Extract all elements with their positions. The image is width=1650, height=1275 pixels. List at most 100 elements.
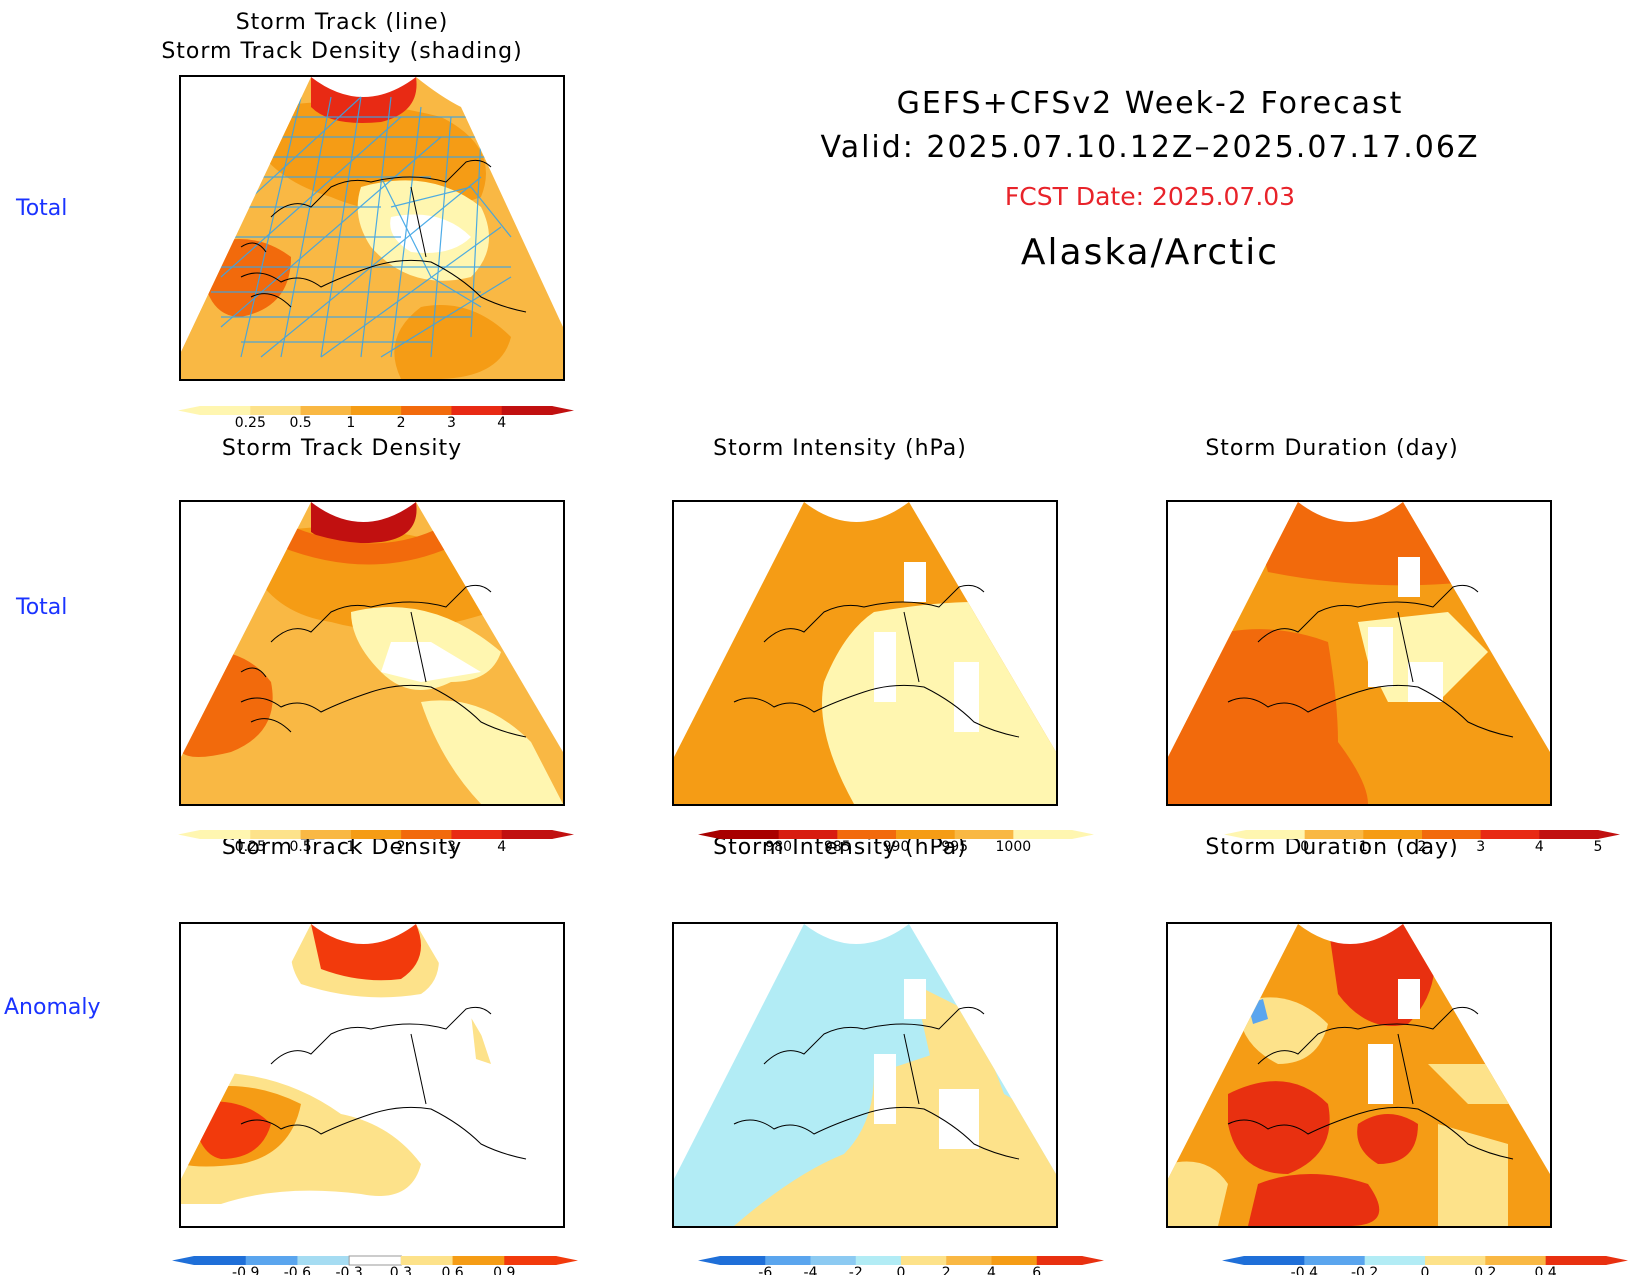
header-fcst-date: FCST Date: 2025.07.03 (1004, 182, 1296, 211)
colorbar-swatch (200, 830, 251, 839)
panel1-title-line: Storm Track (line) (235, 10, 449, 35)
colorbar-swatch (1304, 830, 1364, 839)
colorbar-label: 0 (1300, 839, 1309, 855)
colorbar-arrow-low (178, 830, 200, 839)
colorbar-label: 995 (941, 839, 968, 855)
colorbar-label: 0.3 (390, 1265, 412, 1275)
colorbar-label: -0.2 (1351, 1265, 1378, 1275)
panel5-title: Storm Track Density (221, 835, 463, 860)
colorbar-label: 6 (1032, 1265, 1041, 1275)
colorbar-arrow-high (1082, 1256, 1104, 1265)
colorbar-density-total-2: 0.25 0.5 1 2 3 4 (178, 830, 574, 855)
colorbar-swatch (855, 1256, 902, 1265)
colorbar-swatch (1485, 1256, 1547, 1265)
colorbar-swatch (954, 830, 1014, 839)
colorbar-label: 5 (1594, 839, 1603, 855)
row-label-anomaly: Anomaly (4, 995, 101, 1020)
colorbar-label: 1 (346, 839, 355, 855)
colorbar-density-anomaly: -0.9 -0.6 -0.3 0.3 0.6 0.9 (172, 1255, 578, 1275)
colorbar-swatch (250, 406, 302, 415)
colorbar-arrow-high (1598, 830, 1620, 839)
colorbar-swatch (720, 1256, 766, 1265)
colorbar-swatch (1425, 1256, 1486, 1265)
colorbar-swatch (1422, 830, 1482, 839)
colorbar-label: 0.5 (289, 839, 311, 855)
colorbar-swatch (1244, 1256, 1305, 1265)
row-label-total-1: Total (16, 196, 68, 221)
colorbar-label: -0.9 (232, 1265, 259, 1275)
colorbar-arrow-low (1222, 1256, 1244, 1265)
colorbar-swatch (1480, 830, 1540, 839)
colorbar-swatch (451, 830, 503, 839)
colorbar-swatch (1539, 830, 1599, 839)
colorbar-arrow-high (552, 406, 574, 415)
colorbar-swatch (451, 406, 503, 415)
colorbar-swatch (946, 1256, 992, 1265)
colorbar-duration-total: 0 1 2 3 4 5 (1224, 830, 1620, 855)
colorbar-label: 4 (497, 415, 506, 431)
colorbar-label: 0.25 (235, 415, 266, 431)
colorbar-swatch (1246, 830, 1306, 839)
colorbar-label: 2 (397, 415, 406, 431)
colorbar-swatch (348, 1255, 402, 1266)
colorbar-swatch (350, 406, 402, 415)
colorbar-density-total-1: 0.25 0.5 1 2 3 4 (178, 406, 574, 431)
colorbar-swatch (901, 1256, 947, 1265)
map-storm-track-density-total-lines (179, 75, 565, 381)
colorbar-label: 0 (1421, 1265, 1430, 1275)
colorbar-label: -0.3 (335, 1265, 362, 1275)
colorbar-arrow-low (1224, 830, 1246, 839)
colorbar-intensity-anomaly: -6 -4 -2 0 2 4 6 (698, 1256, 1104, 1275)
header-title: GEFS+CFSv2 Week-2 Forecast (896, 86, 1404, 121)
colorbar-swatch (991, 1256, 1038, 1265)
colorbar-swatch (501, 406, 553, 415)
colorbar-swatch (300, 406, 352, 415)
colorbar-arrow-low (172, 1256, 194, 1265)
colorbar-swatch (1013, 830, 1073, 839)
colorbar-swatch (1363, 830, 1423, 839)
colorbar-label: 4 (1535, 839, 1544, 855)
colorbar-swatch (1545, 1256, 1607, 1265)
map-storm-track-density-total (179, 500, 565, 806)
colorbar-swatch (896, 830, 956, 839)
colorbar-swatch (720, 830, 780, 839)
colorbar-swatch (200, 406, 251, 415)
colorbar-label: -2 (849, 1265, 863, 1275)
colorbar-label: 0.4 (1535, 1265, 1557, 1275)
colorbar-swatch (504, 1256, 557, 1265)
map-storm-duration-anomaly (1166, 922, 1552, 1228)
colorbar-label: 985 (824, 839, 851, 855)
colorbar-swatch (401, 830, 452, 839)
colorbar-label: 2 (397, 839, 406, 855)
colorbar-swatch (452, 1256, 505, 1265)
colorbar-swatch (1036, 1256, 1083, 1265)
colorbar-label: 990 (883, 839, 910, 855)
colorbar-duration-anomaly: -0.4 -0.2 0 0.2 0.4 (1222, 1256, 1628, 1275)
colorbar-swatch (765, 1256, 811, 1265)
colorbar-label: 1000 (996, 839, 1032, 855)
colorbar-swatch (245, 1256, 298, 1265)
colorbar-swatch (300, 830, 352, 839)
colorbar-swatch (778, 830, 838, 839)
colorbar-arrow-high (556, 1256, 578, 1265)
colorbar-swatch (810, 1256, 857, 1265)
colorbar-arrow-high (1072, 830, 1094, 839)
colorbar-arrow-high (552, 830, 574, 839)
colorbar-label: 4 (987, 1265, 996, 1275)
colorbar-label: 980 (765, 839, 792, 855)
colorbar-label: 3 (1476, 839, 1485, 855)
colorbar-swatch (1304, 1256, 1366, 1265)
colorbar-swatch (501, 830, 553, 839)
colorbar-arrow-low (178, 406, 200, 415)
map-storm-intensity-anomaly (672, 922, 1058, 1228)
colorbar-label: -6 (758, 1265, 772, 1275)
panel4-title: Storm Duration (day) (1205, 436, 1459, 461)
colorbar-arrow-high (1606, 1256, 1628, 1265)
colorbar-label: 3 (447, 415, 456, 431)
map-storm-track-density-anomaly (179, 922, 565, 1228)
header-region: Alaska/Arctic (1020, 232, 1280, 273)
colorbar-intensity-total: 980 985 990 995 1000 (698, 830, 1094, 855)
colorbar-label: -0.4 (1291, 1265, 1318, 1275)
panel1-title-shading: Storm Track Density (shading) (161, 39, 523, 64)
colorbar-label: 0.2 (1474, 1265, 1496, 1275)
